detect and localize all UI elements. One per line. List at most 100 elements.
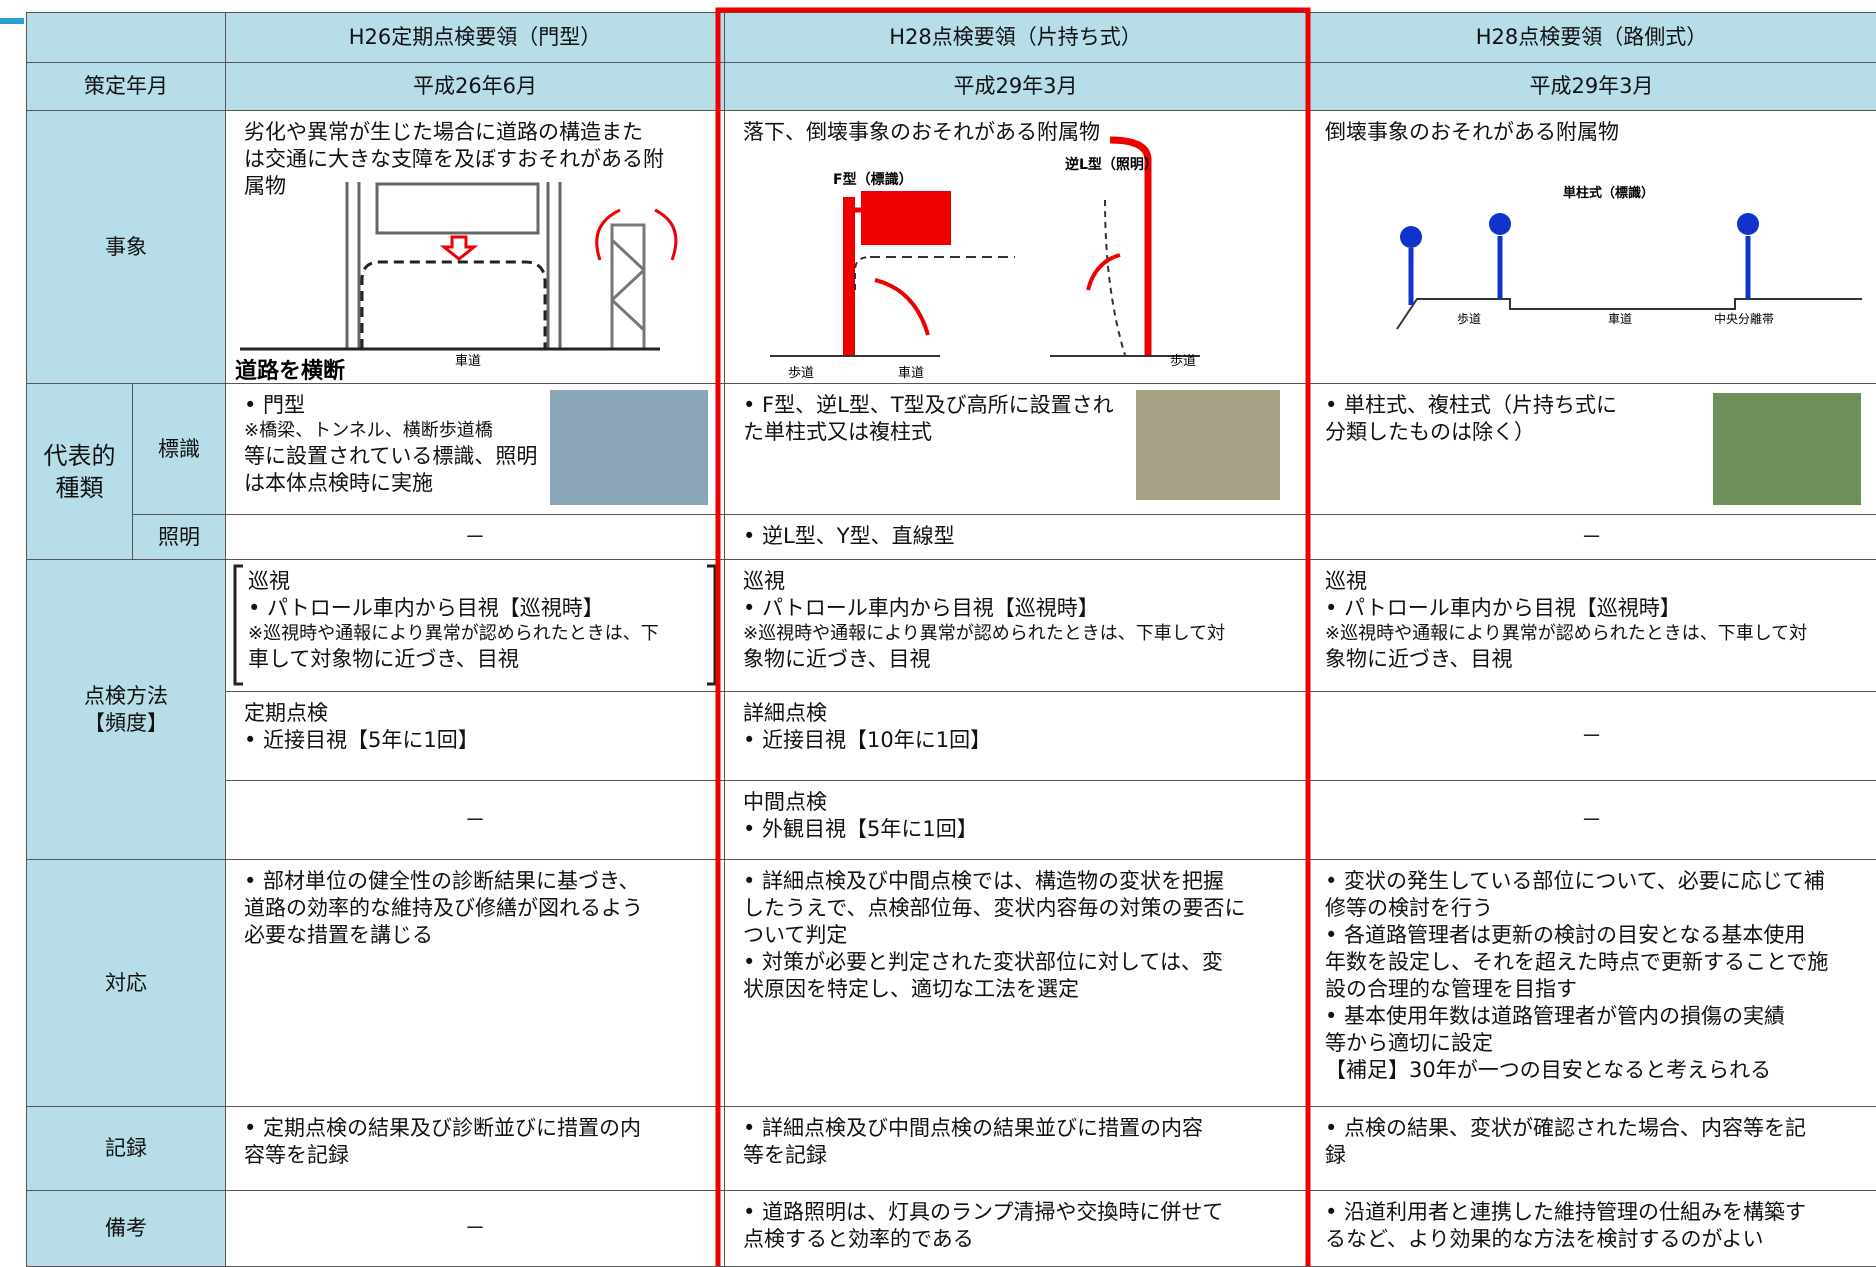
cell: 詳細点検 • 近接目視【10年に1回】 [724, 691, 1307, 781]
row-label: 事象 [26, 110, 226, 384]
text-line: • パトロール車内から目視【巡視時】 [248, 596, 604, 620]
text-line: 劣化や異常が生じた場合に道路の構造また [244, 120, 643, 144]
text-line: 平成29年3月 [953, 74, 1078, 98]
text-line: 標識 [158, 436, 200, 461]
text-line: H26定期点検要領（門型） [348, 25, 602, 49]
text-line: 巡視 [743, 569, 785, 593]
text-line: 落下、倒壊事象のおそれがある附属物 [743, 120, 1100, 144]
column-header: H26定期点検要領（門型） [225, 12, 725, 63]
text-line: － [1581, 807, 1602, 832]
cell: － [225, 780, 725, 860]
text-line: 象物に近づき、目視 [743, 647, 931, 671]
text-line: 種類 [55, 473, 104, 502]
text-line: 道路の効率的な維持及び修繕が図れるよう [244, 896, 643, 920]
column-header: H28点検要領（路側式） [1306, 12, 1876, 63]
text-line: ついて判定 [743, 923, 848, 947]
cell: 平成26年6月 [225, 62, 725, 111]
text-line: • 近接目視【5年に1回】 [244, 728, 479, 752]
corner-cell [26, 12, 226, 63]
text-line: 象物に近づき、目視 [1325, 647, 1513, 671]
cell: 平成29年3月 [724, 62, 1307, 111]
text-line: 中間点検 [743, 790, 827, 814]
cell: • 定期点検の結果及び診断並びに措置の内 容等を記録 [225, 1106, 725, 1191]
text-line: • 各道路管理者は更新の検討の目安となる基本使用 [1325, 923, 1806, 947]
cell: － [225, 514, 725, 560]
text-line: 倒壊事象のおそれがある附属物 [1325, 120, 1619, 144]
row-label: 備考 [26, 1190, 226, 1267]
text-line: H28点検要領（片持ち式） [889, 25, 1142, 49]
text-line: • 詳細点検及び中間点検では、構造物の変状を把握 [743, 869, 1225, 893]
cell: • 沿道利用者と連携した維持管理の仕組みを構築す るなど、より効果的な方法を検討す… [1306, 1190, 1876, 1267]
text-line: 代表的 [43, 441, 116, 470]
text-line: 巡視 [1325, 569, 1367, 593]
row-label: 照明 [132, 514, 226, 560]
text-line: 平成29年3月 [1529, 74, 1654, 98]
cell: • 門型 ※橋梁、トンネル、横断歩道橋 等に設置されている標識、照明 は本体点検時に実… [225, 383, 725, 515]
cell: • 部材単位の健全性の診断結果に基づき、 道路の効率的な維持及び修繕が図れるよう必… [225, 859, 725, 1107]
text-line: 設の合理的な管理を目指す [1325, 977, 1577, 1001]
text-line: た単柱式又は複柱式 [743, 420, 932, 444]
text-line: るなど、より効果的な方法を検討するのがよい [1325, 1227, 1764, 1251]
cell: 巡視 • パトロール車内から目視【巡視時】 ※巡視時や通報により異常が認められたとき… [225, 559, 725, 692]
text-line: － [1581, 524, 1602, 549]
text-line: 点検すると効率的である [743, 1227, 974, 1251]
text-line: 等から適切に設定 [1325, 1031, 1493, 1055]
text-line: 【頻度】 [84, 710, 168, 735]
text-line: 録 [1325, 1143, 1346, 1167]
text-line: 容等を記録 [244, 1143, 349, 1167]
text-line: • 単柱式、複柱式（片持ち式に [1325, 393, 1618, 417]
text-line: • 対策が必要と判定された変状部位に対しては、変 [743, 950, 1224, 974]
row-label: 対応 [26, 859, 226, 1107]
cell: • 道路照明は、灯具のランプ清掃や交換時に併せて 点検すると効率的である [724, 1190, 1307, 1267]
deco [0, 18, 24, 24]
text-line: 修等の検討を行う [1325, 896, 1493, 920]
text-line: • 逆L型、Y型、直線型 [743, 524, 955, 548]
text-line: 分類したものは除く） [1325, 420, 1535, 444]
text-line: 属物 [244, 174, 286, 198]
text-line: • 部材単位の健全性の診断結果に基づき、 [244, 869, 640, 893]
text-line: 等を記録 [743, 1143, 827, 1167]
cell: 巡視 • パトロール車内から目視【巡視時】 ※巡視時や通報により異常が認められたとき… [724, 559, 1307, 692]
text-line: ※巡視時や通報により異常が認められたときは、下 [248, 623, 659, 644]
cell: • 逆L型、Y型、直線型 [724, 514, 1307, 560]
text-line: • パトロール車内から目視【巡視時】 [743, 596, 1099, 620]
row-label: 記録 [26, 1106, 226, 1191]
text-line: は交通に大きな支障を及ぼすおそれがある附 [244, 147, 664, 171]
text-line: • 門型 [244, 393, 306, 417]
group-label: 点検方法 【頻度】 [26, 559, 226, 860]
text-line: ※巡視時や通報により異常が認められたときは、下車して対 [1325, 623, 1808, 644]
cell: － [1306, 514, 1876, 560]
text-line: 備考 [105, 1216, 147, 1240]
cell: 中間点検 • 外観目視【5年に1回】 [724, 780, 1307, 860]
text-line: • 外観目視【5年に1回】 [743, 817, 978, 841]
cell: • 単柱式、複柱式（片持ち式に 分類したものは除く） [1306, 383, 1876, 515]
text-line: 平成26年6月 [412, 74, 538, 98]
cell: 落下、倒壊事象のおそれがある附属物 [724, 110, 1307, 384]
text-line: • 変状の発生している部位について、必要に応じて補 [1325, 869, 1825, 893]
text-line: は本体点検時に実施 [244, 471, 433, 495]
text-line: H28点検要領（路側式） [1475, 25, 1708, 49]
text-line: － [464, 1216, 486, 1240]
cell: • F型、逆L型、T型及び高所に設置され た単柱式又は複柱式 [724, 383, 1307, 515]
cell: 平成29年3月 [1306, 62, 1876, 111]
text-line: 策定年月 [84, 74, 168, 98]
text-line: • 詳細点検及び中間点検の結果並びに措置の内容 [743, 1116, 1204, 1140]
cell: • 詳細点検及び中間点検では、構造物の変状を把握 したうえで、点検部位毎、変状内容… [724, 859, 1307, 1107]
text-line: 照明 [158, 524, 200, 549]
cell: 巡視 • パトロール車内から目視【巡視時】 ※巡視時や通報により異常が認められたとき… [1306, 559, 1876, 692]
text-line: － [464, 524, 486, 549]
text-line: • パトロール車内から目視【巡視時】 [1325, 596, 1681, 620]
text-line: 点検方法 [84, 683, 168, 708]
text-line: 巡視 [248, 569, 290, 593]
text-line: • 道路照明は、灯具のランプ清掃や交換時に併せて [743, 1200, 1224, 1224]
cell: 定期点検 • 近接目視【5年に1回】 [225, 691, 725, 781]
row-label: 策定年月 [26, 62, 226, 111]
cell: － [225, 1190, 725, 1267]
text-line: 状原因を特定し、適切な工法を選定 [743, 977, 1079, 1001]
text-line: したうえで、点検部位毎、変状内容毎の対策の要否に [743, 896, 1246, 920]
row-label: 標識 [132, 383, 226, 515]
text-line: ※橋梁、トンネル、横断歩道橋 [244, 420, 493, 441]
text-line: • 近接目視【10年に1回】 [743, 728, 992, 752]
text-line: 年数を設定し、それを超えた時点で更新することで施 [1325, 950, 1829, 974]
